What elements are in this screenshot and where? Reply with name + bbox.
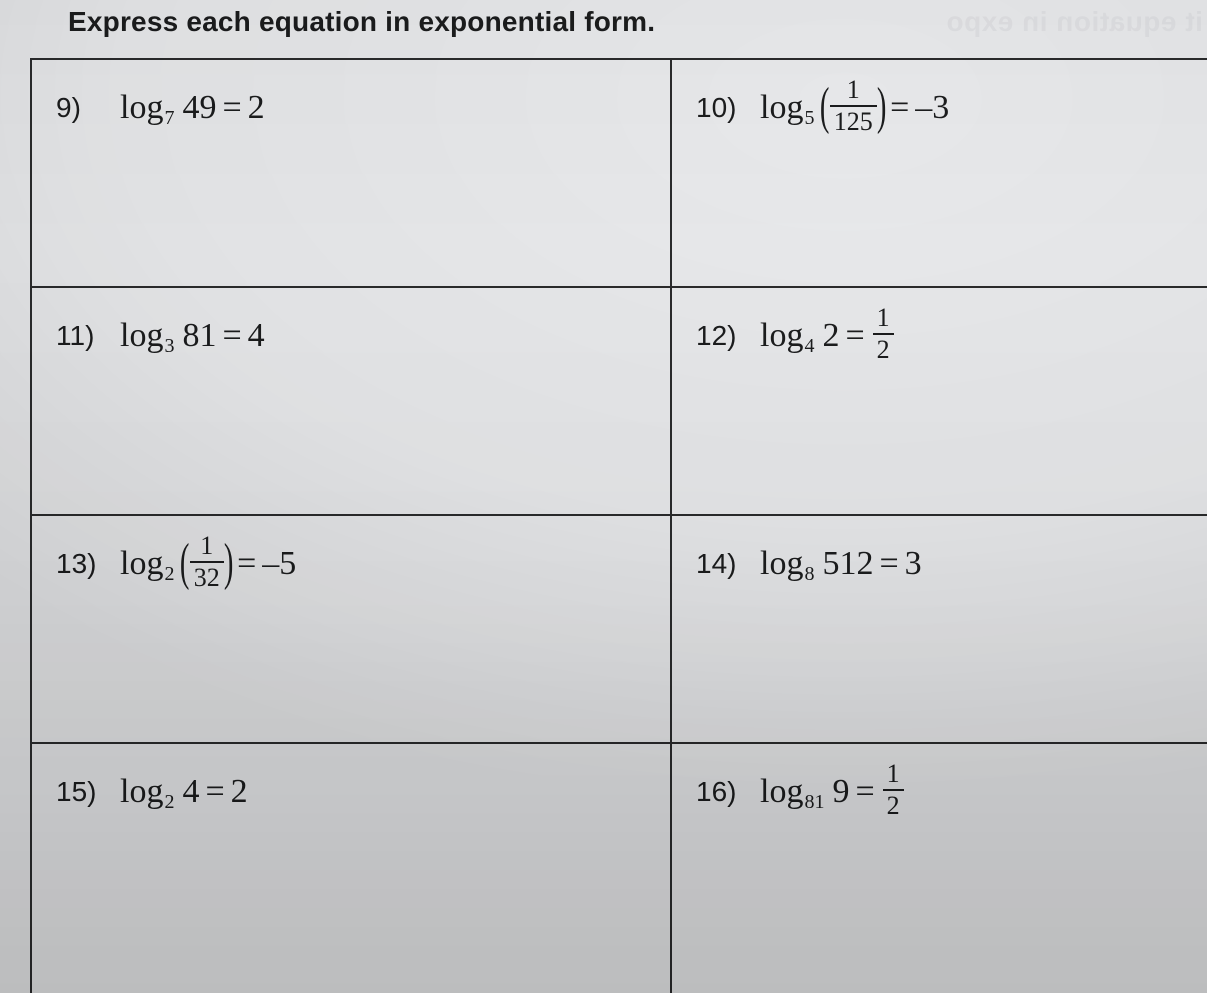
equation: log5(1125)=–3 [760, 78, 949, 138]
equation: log24=2 [120, 762, 248, 822]
cell-10: 10) log5(1125)=–3 [671, 59, 1207, 287]
equation: log381=4 [120, 306, 265, 366]
problem-number: 16) [696, 762, 740, 808]
bleed-through-text: it equation in expo [946, 6, 1203, 38]
problem-number: 9) [56, 78, 100, 124]
problem-number: 11) [56, 306, 100, 352]
worksheet-page: Express each equation in exponential for… [0, 0, 1207, 993]
equation: log2(132)=–5 [120, 534, 296, 594]
cell-13: 13) log2(132)=–5 [31, 515, 671, 743]
cell-11: 11) log381=4 [31, 287, 671, 515]
problem-number: 10) [696, 78, 740, 124]
problem-number: 15) [56, 762, 100, 808]
page-title-text: Express each equation in exponential for… [68, 6, 655, 37]
problem-number: 13) [56, 534, 100, 580]
cell-14: 14) log8512=3 [671, 515, 1207, 743]
cell-12: 12) log42=12 [671, 287, 1207, 515]
problem-table: 9) log749=2 10) log5(1125)=–3 [30, 58, 1207, 993]
problem-grid: 9) log749=2 10) log5(1125)=–3 [30, 58, 1207, 993]
cell-16: 16) log819=12 [671, 743, 1207, 993]
cell-15: 15) log24=2 [31, 743, 671, 993]
equation: log819=12 [760, 762, 906, 822]
problem-number: 12) [696, 306, 740, 352]
equation: log42=12 [760, 306, 896, 366]
equation: log749=2 [120, 78, 265, 138]
cell-9: 9) log749=2 [31, 59, 671, 287]
problem-number: 14) [696, 534, 740, 580]
equation: log8512=3 [760, 534, 922, 594]
page-title: Express each equation in exponential for… [68, 6, 655, 38]
